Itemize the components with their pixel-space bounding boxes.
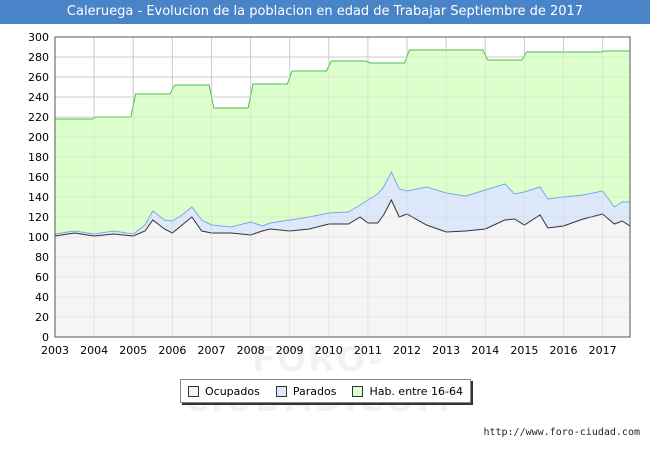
x-tick-label: 2016 <box>550 344 578 357</box>
axes: 0 20 40 60 80 100 120 140 160 180 200 220 240 260 280 3… <box>28 31 631 357</box>
y-tick-label: 120 <box>28 211 49 224</box>
x-tick-label: 2007 <box>197 344 225 357</box>
legend-label-habitantes: Hab. entre 16-64 <box>369 384 463 398</box>
x-tick-label: 2008 <box>237 344 265 357</box>
x-tick-label: 2013 <box>432 344 460 357</box>
legend: Ocupados Parados Hab. entre 16-64 <box>180 379 471 403</box>
legend-item-parados: Parados <box>275 384 337 398</box>
y-tick-label: 260 <box>28 71 49 84</box>
y-tick-label: 20 <box>35 311 49 324</box>
y-tick-label: 240 <box>28 91 49 104</box>
x-tick-label: 2015 <box>510 344 538 357</box>
x-tick-label: 2012 <box>393 344 421 357</box>
y-tick-label: 200 <box>28 131 49 144</box>
line-parados <box>54 170 630 235</box>
legend-item-habitantes: Hab. entre 16-64 <box>352 385 463 398</box>
line-hab-entre-16-64 <box>55 49 630 120</box>
y-tick-label: 60 <box>35 271 49 284</box>
chart-title: Caleruega - Evolucion de la poblacion en… <box>0 0 650 24</box>
source-link[interactable]: http://www.foro-ciudad.com <box>483 427 640 438</box>
y-tick-label: 100 <box>28 231 49 244</box>
plot-frame <box>54 36 631 338</box>
series-areas <box>54 36 631 338</box>
x-tick-label: 2017 <box>589 344 617 357</box>
legend-swatch-parados <box>275 385 287 397</box>
x-tick-label: 2005 <box>119 344 147 357</box>
x-tick-label: 2004 <box>80 344 108 357</box>
y-tick-label: 220 <box>28 111 49 124</box>
y-tick-label: 160 <box>28 171 49 184</box>
y-tick-label: 300 <box>28 31 49 44</box>
x-tick-label: 2009 <box>276 344 304 357</box>
legend-item-ocupados: Ocupados <box>187 384 260 398</box>
x-tick-label: 2011 <box>354 344 382 357</box>
y-tick-label: 0 <box>42 331 49 344</box>
x-tick-label: 2003 <box>41 344 69 357</box>
area-ocupados <box>55 200 630 337</box>
legend-swatch-habitantes <box>352 385 364 397</box>
y-tick-label: 80 <box>35 251 49 264</box>
legend-swatch-ocupados <box>187 385 199 397</box>
x-tick-label: 2014 <box>471 344 499 357</box>
y-tick-label: 180 <box>28 151 49 164</box>
legend-label-ocupados: Ocupados <box>204 384 260 398</box>
y-tick-label: 40 <box>35 291 49 304</box>
x-tick-label: 2006 <box>158 344 186 357</box>
legend-label-parados: Parados <box>292 384 337 398</box>
y-tick-label: 280 <box>28 51 49 64</box>
y-tick-label: 140 <box>28 191 49 204</box>
x-tick-label: 2010 <box>315 344 343 357</box>
